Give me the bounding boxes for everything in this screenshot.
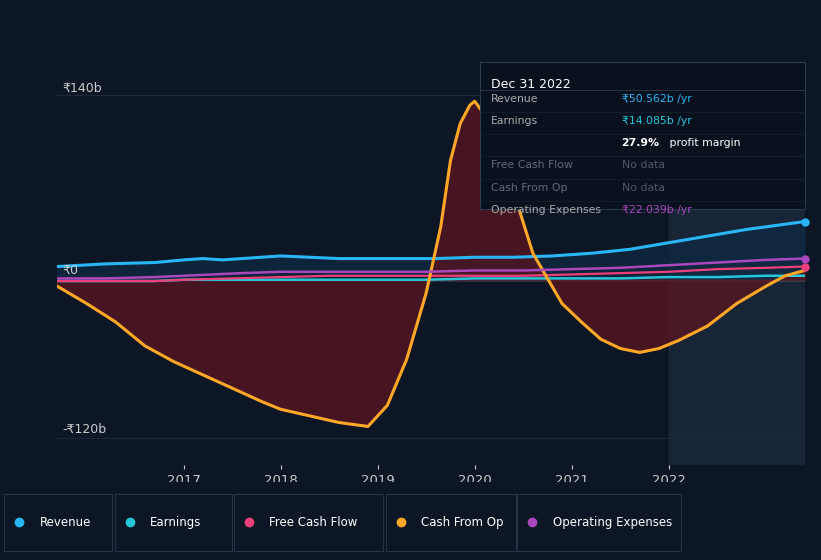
Text: Earnings: Earnings xyxy=(150,516,202,529)
FancyBboxPatch shape xyxy=(517,494,681,550)
Text: Cash From Op: Cash From Op xyxy=(421,516,503,529)
Bar xyxy=(669,62,805,465)
Text: ₹50.562b /yr: ₹50.562b /yr xyxy=(621,94,691,104)
Text: Free Cash Flow: Free Cash Flow xyxy=(491,160,573,170)
FancyBboxPatch shape xyxy=(479,62,805,209)
Text: Operating Expenses: Operating Expenses xyxy=(553,516,672,529)
Text: ₹22.039b /yr: ₹22.039b /yr xyxy=(621,205,691,214)
Text: ₹0: ₹0 xyxy=(62,264,78,277)
FancyBboxPatch shape xyxy=(386,494,516,550)
Text: Earnings: Earnings xyxy=(491,116,538,126)
Text: Cash From Op: Cash From Op xyxy=(491,183,567,193)
Text: -₹120b: -₹120b xyxy=(62,423,107,436)
FancyBboxPatch shape xyxy=(4,494,112,550)
Text: ₹140b: ₹140b xyxy=(62,82,102,95)
Text: Revenue: Revenue xyxy=(491,94,539,104)
Text: profit margin: profit margin xyxy=(667,138,741,148)
Text: Free Cash Flow: Free Cash Flow xyxy=(269,516,358,529)
Text: No data: No data xyxy=(621,183,664,193)
Text: Revenue: Revenue xyxy=(39,516,91,529)
Text: 27.9%: 27.9% xyxy=(621,138,659,148)
Text: Operating Expenses: Operating Expenses xyxy=(491,205,601,214)
FancyBboxPatch shape xyxy=(234,494,383,550)
FancyBboxPatch shape xyxy=(115,494,232,550)
Text: No data: No data xyxy=(621,160,664,170)
Text: ₹14.085b /yr: ₹14.085b /yr xyxy=(621,116,691,126)
Text: Dec 31 2022: Dec 31 2022 xyxy=(491,78,571,91)
